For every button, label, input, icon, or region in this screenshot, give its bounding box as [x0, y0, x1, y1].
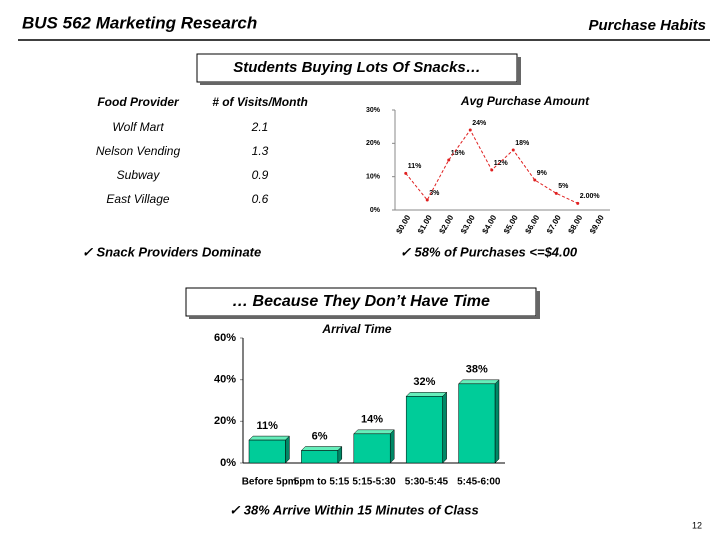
table-header: Food Provider [97, 95, 180, 109]
slide-title: BUS 562 Marketing Research [22, 13, 257, 32]
y-tick-label: 20% [366, 140, 381, 147]
y-tick-label: 10% [366, 174, 381, 181]
y-tick-label: 30% [366, 107, 381, 114]
x-tick-label: 5:15-5:30 [352, 477, 396, 488]
line [405, 129, 578, 204]
table-header: # of Visits/Month [212, 95, 308, 109]
value-label: 32% [413, 376, 435, 388]
value-label: 18% [515, 140, 530, 147]
x-tick-label: $3.00 [459, 213, 477, 235]
y-tick-label: 0% [220, 457, 236, 469]
chart-title: Avg Purchase Amount [460, 94, 590, 108]
bar-top [353, 429, 395, 435]
bar [248, 439, 286, 464]
bar-top [405, 392, 448, 397]
x-tick-label: $1.00 [416, 213, 434, 235]
value-label: 5% [558, 183, 569, 190]
bar-side [442, 391, 447, 464]
x-tick-label: $9.00 [588, 213, 606, 235]
x-tick-label: $2.00 [437, 213, 455, 235]
page-number: 12 [692, 520, 702, 530]
callout: ✓ Snack Providers Dominate [82, 244, 261, 259]
table-cell: Subway [117, 168, 161, 182]
bar [301, 450, 339, 464]
bar-side [285, 435, 290, 464]
bar [353, 433, 391, 464]
table-cell: Wolf Mart [112, 120, 164, 134]
x-tick-label: $7.00 [545, 213, 563, 235]
x-tick-label: $0.00 [394, 213, 412, 235]
bar-top [457, 379, 500, 385]
table-cell: Nelson Vending [96, 144, 181, 158]
value-label: 12% [494, 160, 509, 167]
x-tick-label: $4.00 [480, 213, 498, 235]
box [185, 287, 537, 317]
value-label: 6% [312, 430, 328, 442]
value-label: 24% [472, 120, 487, 127]
bar [458, 383, 496, 464]
table-cell: 2.1 [251, 120, 269, 134]
value-label: 38% [466, 364, 488, 376]
value-label: 2.00% [580, 193, 601, 200]
y-tick-label: 20% [214, 415, 236, 427]
bar-top [248, 435, 291, 441]
x-tick-label: Before 5pm [242, 477, 297, 488]
x-tick-label: 5:30-5:45 [405, 477, 449, 488]
box-text: Students Buying Lots Of Snacks… [233, 59, 481, 76]
table-cell: 0.6 [252, 192, 269, 206]
table-cell: 0.9 [252, 168, 269, 182]
box-text: … Because They Don’t Have Time [232, 293, 490, 310]
x-tick-label: $5.00 [502, 213, 520, 235]
table-cell: 1.3 [252, 144, 269, 158]
value-label: 3% [429, 190, 440, 197]
bar [405, 396, 443, 464]
chart-title: Arrival Time [321, 322, 391, 336]
callout: ✓ 58% of Purchases <=$4.00 [400, 244, 578, 259]
value-label: 11% [256, 420, 278, 432]
box-shadow [200, 82, 521, 85]
x-tick-label: $8.00 [566, 213, 584, 235]
box-shadow [517, 57, 521, 85]
bar-side [389, 429, 395, 464]
value-label: 11% [408, 163, 422, 170]
bar-top [300, 446, 343, 451]
value-label: 9% [537, 170, 548, 177]
box-shadow [536, 291, 540, 319]
y-tick-label: 40% [214, 374, 236, 386]
callout: ✓ 38% Arrive Within 15 Minutes of Class [229, 502, 478, 517]
x-tick-label: 5:45-6:00 [457, 477, 501, 488]
value-label: 14% [361, 414, 383, 426]
x-tick-label: $6.00 [523, 213, 541, 235]
x-tick-label: 5pm to 5:15 [294, 477, 350, 488]
box-shadow [189, 316, 540, 319]
bar-side [494, 379, 500, 464]
y-tick-label: 0% [370, 207, 381, 214]
table-cell: East Village [106, 192, 169, 206]
y-tick-label: 60% [214, 332, 236, 344]
value-label: 15% [451, 150, 466, 157]
section-title: Purchase Habits [588, 17, 706, 34]
